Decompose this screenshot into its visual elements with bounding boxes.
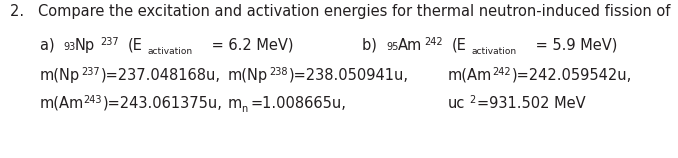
Text: )=238.050941u,: )=238.050941u, xyxy=(289,68,409,83)
Text: 237: 237 xyxy=(100,37,119,47)
Text: Am: Am xyxy=(398,38,422,53)
Text: Np: Np xyxy=(75,38,95,53)
Text: activation: activation xyxy=(471,47,516,56)
Text: =1.008665u,: =1.008665u, xyxy=(250,96,346,111)
Text: )=237.048168u,: )=237.048168u, xyxy=(101,68,221,83)
Text: = 6.2 MeV): = 6.2 MeV) xyxy=(207,38,294,53)
Text: 242: 242 xyxy=(492,67,511,77)
Text: m(Am: m(Am xyxy=(40,96,84,111)
Text: 93: 93 xyxy=(63,42,75,52)
Text: 2: 2 xyxy=(469,95,475,105)
Text: 243: 243 xyxy=(83,95,102,105)
Text: (E: (E xyxy=(128,38,143,53)
Text: uc: uc xyxy=(448,96,465,111)
Text: 242: 242 xyxy=(424,37,443,47)
Text: activation: activation xyxy=(147,47,192,56)
Text: n: n xyxy=(241,104,247,114)
Text: m: m xyxy=(228,96,242,111)
Text: = 5.9 MeV): = 5.9 MeV) xyxy=(531,38,618,53)
Text: 238: 238 xyxy=(269,67,287,77)
Text: )=243.061375u,: )=243.061375u, xyxy=(103,96,223,111)
Text: b): b) xyxy=(362,38,382,53)
Text: (E: (E xyxy=(452,38,467,53)
Text: a): a) xyxy=(40,38,59,53)
Text: m(Am: m(Am xyxy=(448,68,492,83)
Text: =931.502 MeV: =931.502 MeV xyxy=(477,96,586,111)
Text: 95: 95 xyxy=(386,42,399,52)
Text: 237: 237 xyxy=(81,67,100,77)
Text: m(Np: m(Np xyxy=(228,68,268,83)
Text: 2.   Compare the excitation and activation energies for thermal neutron-induced : 2. Compare the excitation and activation… xyxy=(10,4,671,19)
Text: m(Np: m(Np xyxy=(40,68,80,83)
Text: )=242.059542u,: )=242.059542u, xyxy=(512,68,633,83)
